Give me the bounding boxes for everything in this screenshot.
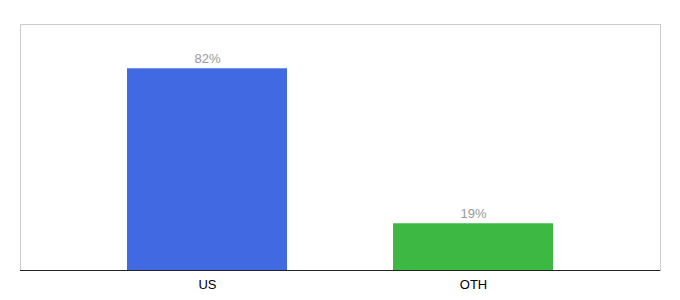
svg-text:US: US — [198, 277, 216, 292]
svg-text:82%: 82% — [194, 51, 220, 66]
svg-text:OTH: OTH — [460, 277, 487, 292]
svg-text:19%: 19% — [460, 206, 486, 221]
